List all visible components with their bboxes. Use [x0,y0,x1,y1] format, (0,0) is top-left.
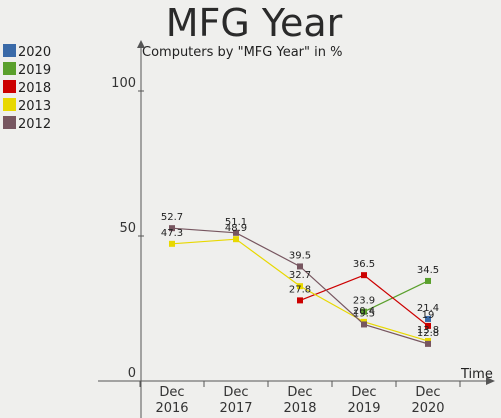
x-tick-label: 2018 [283,401,316,416]
y-tick-label: 50 [119,221,136,236]
data-label-2013: 20.4 [353,306,375,317]
x-tick-label: 2020 [411,401,444,416]
legend-label-2019: 2019 [18,63,51,78]
data-point-2012 [169,225,175,232]
x-axis-label: Time [460,367,493,382]
data-label-2013: 48.9 [225,223,247,234]
data-label-2018: 27.8 [289,284,311,295]
data-label-2012: 12.8 [417,328,439,339]
legend-label-2018: 2018 [18,81,51,96]
y-tick-label: 0 [128,366,136,381]
legend: 2020 2019 2018 2013 2012 [3,44,51,132]
data-label-2019: 23.9 [353,296,375,307]
x-axis-arrow [486,377,495,385]
data-label-2020: 21.4 [417,303,439,314]
data-point-2018 [361,272,367,279]
y-axis-arrow [137,40,145,48]
legend-label-2020: 2020 [18,45,51,60]
data-point-2013 [233,236,239,243]
data-point-2013 [169,240,175,247]
legend-swatch-2013 [3,98,16,111]
x-tick-label: Dec [415,385,440,400]
x-tick-label: 2017 [219,401,252,416]
x-tick-label: Dec [351,385,376,400]
series-points [169,225,431,347]
data-label-2012: 39.5 [289,250,311,261]
data-label-2012: 52.7 [161,212,183,223]
y-tick-label: 100 [111,76,136,91]
data-point-2012 [425,340,431,347]
series-line-2019 [363,280,429,313]
data-point-2020 [425,315,431,322]
data-point-2012 [297,263,303,270]
legend-swatch-2018 [3,80,16,93]
data-label-2013: 13.8 [417,325,439,336]
data-label-2012: 19.5 [353,308,375,319]
x-tick-label: Dec [287,385,312,400]
x-tick-label: 2019 [347,401,380,416]
legend-swatch-2020 [3,44,16,57]
x-tick-label: Dec [223,385,248,400]
data-point-2012 [361,321,367,328]
data-label-2018: 19 [422,310,435,321]
legend-swatch-2012 [3,116,16,129]
y-ticks: 0 50 100 [111,76,144,382]
x-tick-label: Dec [159,385,184,400]
data-point-2018 [297,297,303,304]
data-label-2019: 34.5 [417,265,439,276]
data-point-2018 [425,322,431,329]
data-label-2012: 51.1 [225,217,247,228]
data-label-2013: 32.7 [289,270,311,281]
legend-swatch-2019 [3,62,16,75]
axes [98,40,495,418]
data-label-2013: 47.3 [161,228,183,239]
data-label-2018: 36.5 [353,259,375,270]
x-tick-label: 2016 [155,401,188,416]
data-point-2013 [297,283,303,290]
data-point-2019 [361,308,367,315]
legend-label-2013: 2013 [18,99,51,114]
data-labels: 21.4 23.9 34.5 27.8 36.5 19 47.3 48.9 32.7 20.4 13… [161,212,439,339]
legend-label-2012: 2012 [18,117,51,132]
data-point-2012 [233,229,239,236]
chart-subtitle: Computers by "MFG Year" in % [142,45,342,60]
data-point-2019 [425,277,431,284]
chart-title: MFG Year [166,1,343,45]
